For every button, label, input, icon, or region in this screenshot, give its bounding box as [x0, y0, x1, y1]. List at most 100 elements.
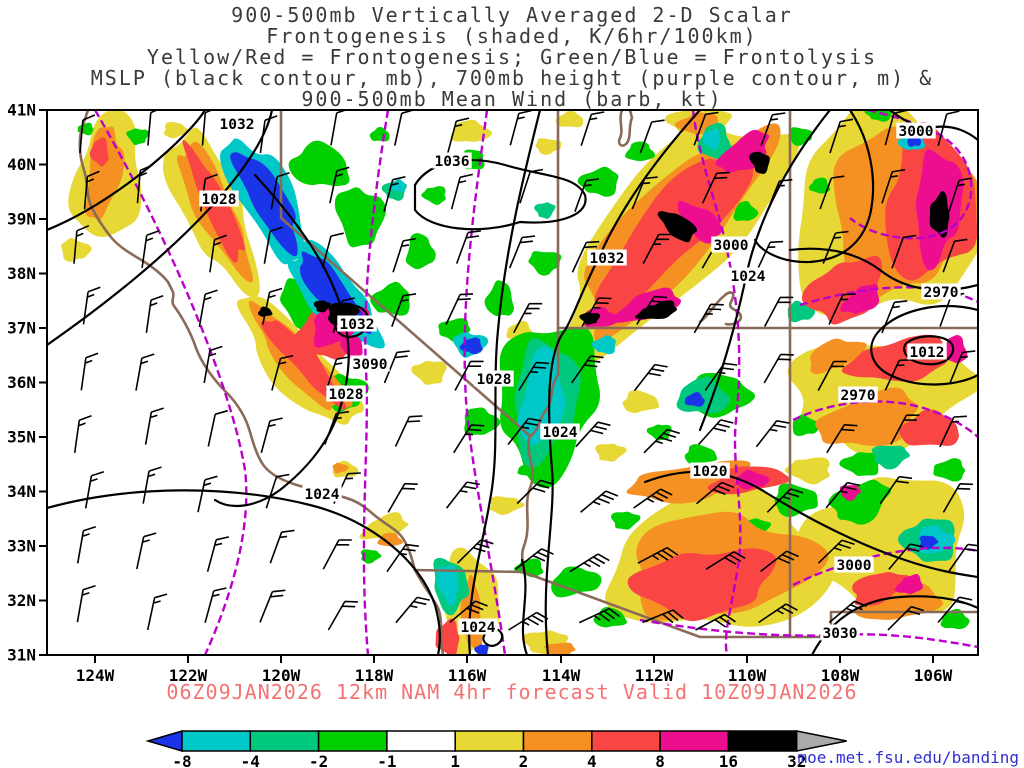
shaded-region [871, 445, 910, 470]
height-contour [691, 110, 742, 655]
wind-barb [888, 543, 923, 570]
colorbar-tick-label: -4 [241, 752, 260, 768]
shaded-region [421, 186, 446, 205]
wind-barb [575, 421, 611, 448]
wind-barb [942, 238, 968, 273]
wind-barb [817, 360, 847, 391]
wind-barb [574, 178, 600, 212]
wind-barb [763, 353, 794, 384]
wind-barb [147, 110, 159, 146]
wind-barb [705, 551, 746, 570]
height-contour [799, 286, 978, 307]
shaded-region [894, 574, 923, 595]
contour-label: 1032 [220, 117, 255, 133]
lon-tick-label: 122W [169, 666, 208, 685]
wind-barb [695, 481, 735, 505]
wind-barb [204, 587, 227, 624]
wind-barb [571, 240, 600, 273]
lat-tick-label: 36N [7, 373, 36, 392]
shaded-region [230, 152, 298, 257]
contour-label-box [896, 122, 936, 139]
colorbar-cell [659, 730, 730, 752]
wind-barb [819, 175, 845, 210]
wind-barb [642, 233, 672, 264]
wind-barb [884, 358, 913, 391]
lat-tick-label: 31N [7, 646, 36, 665]
shaded-region [377, 532, 403, 547]
wind-barb [519, 168, 544, 204]
colorbar-tick-label: -2 [309, 752, 328, 768]
wind-barb [569, 553, 610, 573]
wind-barb [450, 173, 473, 210]
mslp-contour [753, 110, 875, 264]
wind-barb [262, 287, 283, 325]
wind-barb [73, 224, 90, 264]
wind-barb [207, 409, 228, 447]
colorbar-tick-label: -1 [377, 752, 396, 768]
lat-tick-label: 35N [7, 428, 36, 447]
wind-barb [891, 234, 917, 269]
shaded-region [534, 202, 556, 219]
contour-label: 3000 [837, 558, 872, 574]
shaded-region [940, 608, 970, 630]
wind-barb [571, 355, 604, 384]
shaded-region [792, 414, 821, 437]
shaded-region [919, 535, 939, 550]
wind-barb [695, 613, 736, 631]
contour-label-box [838, 386, 878, 403]
shaded-region [839, 452, 880, 476]
wind-barb [453, 424, 485, 454]
lat-tick-label: 39N [7, 210, 36, 229]
wind-barb [948, 543, 978, 572]
wind-barb [387, 482, 418, 513]
shaded-region [646, 424, 672, 441]
wind-barb [447, 117, 470, 154]
state-borders-coastline [78, 110, 978, 655]
contour-label: 3000 [899, 124, 934, 140]
wind-barb [507, 417, 542, 445]
wind-barb [383, 350, 410, 384]
wind-barb [209, 234, 227, 273]
shaded-region [474, 644, 489, 655]
colorbar-cell [317, 730, 388, 752]
map-frame-axes: 41N 40N 39N 38N 37N 36N 35N 34N 33N 32N 31N 124W 122… [7, 101, 979, 685]
wind-barb [386, 543, 419, 573]
wind-barb [324, 410, 350, 445]
shaded-region [635, 300, 678, 320]
shaded-region [551, 566, 602, 598]
shaded-region [840, 284, 880, 314]
mslp-contour [213, 173, 350, 507]
wind-barb [643, 428, 680, 454]
wind-barb [391, 293, 417, 327]
colorbar-cell [181, 730, 252, 752]
colorbar-left-arrow [145, 729, 183, 753]
mslp-contour [47, 489, 441, 655]
lon-tick-label: 124W [76, 666, 115, 685]
wind-barb [760, 550, 799, 573]
wind-barb [693, 111, 719, 146]
wind-barb [881, 300, 908, 334]
wind-barb [937, 110, 960, 147]
wind-barb [755, 240, 784, 273]
title-block: 900-500mb Vertically Averaged 2-D Scalar… [91, 3, 931, 111]
wind-barb [581, 297, 612, 327]
contour-label: 3090 [353, 357, 388, 373]
wind-barb [825, 481, 861, 509]
shaded-region [702, 128, 721, 150]
wind-barb [136, 532, 157, 570]
shaded-region [595, 443, 627, 462]
wind-barb [80, 352, 99, 391]
contour-label: 2970 [841, 388, 876, 404]
credit-url[interactable]: moe.met.fsu.edu/banding [797, 748, 1019, 767]
contour-label: 1024 [461, 620, 496, 636]
wind-barb [829, 118, 854, 154]
shaded-region [332, 462, 349, 474]
forecast-caption: 06Z09JAN2026 12km NAM 4hr forecast Valid… [166, 680, 857, 704]
contour-label-box [587, 249, 627, 266]
shaded-region [749, 151, 770, 175]
wind-barb [826, 424, 858, 454]
wind-barb [198, 289, 218, 327]
contour-label: 1012 [910, 345, 945, 361]
700mb-height-contours [93, 110, 978, 655]
wind-barb [633, 488, 673, 509]
